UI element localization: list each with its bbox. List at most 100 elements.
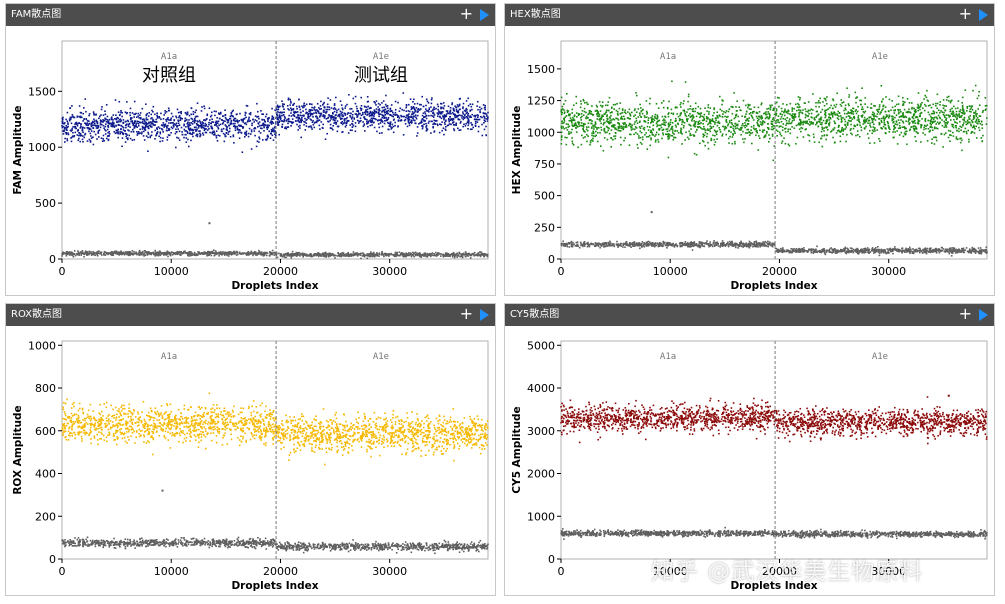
data-point [298,106,301,108]
data-point [607,126,609,129]
data-point [367,122,370,124]
data-point [656,121,658,123]
data-point [603,129,605,132]
data-point [736,123,739,126]
data-point [981,124,983,126]
data-point [66,253,69,255]
data-point [671,125,674,128]
data-point [419,253,421,256]
data-point [214,250,217,252]
data-point [638,135,640,137]
data-point [379,113,382,115]
data-point [66,251,68,254]
data-point [215,251,217,253]
data-point [689,125,692,127]
data-point [750,126,753,128]
data-point [622,122,624,124]
data-point [782,117,784,120]
data-point [149,124,152,126]
data-point [675,106,677,108]
data-point [346,116,348,119]
data-point [112,254,115,256]
data-point [195,126,197,129]
data-point [463,123,465,125]
data-point [718,122,720,124]
data-point [675,119,677,122]
data-point [217,134,219,137]
data-point [68,251,71,253]
data-point [82,112,84,115]
data-point [164,123,167,125]
data-point [742,99,745,102]
data-point [245,253,248,255]
data-point [133,116,135,118]
data-point [200,110,203,112]
data-point [234,126,237,128]
data-point [596,140,599,143]
data-point [106,115,109,118]
data-point [287,126,290,128]
data-point [395,255,397,257]
data-point [156,117,159,119]
data-point [879,113,881,115]
data-point [176,126,178,128]
data-point [290,125,292,127]
plus-icon[interactable]: + [958,4,972,23]
data-point [172,122,174,124]
data-point [591,139,593,141]
data-point [765,116,768,119]
data-point [143,250,146,252]
data-point [333,119,336,122]
data-point [66,120,69,122]
data-point [222,120,225,122]
data-point [240,118,243,121]
data-point [90,123,93,125]
data-point [128,250,131,253]
data-point [318,119,321,121]
data-point [346,103,348,106]
data-point [398,251,401,253]
data-point [696,128,698,131]
data-point [441,253,444,256]
play-icon[interactable] [480,9,489,21]
data-point [682,126,685,129]
data-point [585,117,587,120]
data-point [649,131,652,133]
data-point [93,112,95,115]
data-point [222,251,224,253]
data-point [654,135,656,137]
data-point [334,257,336,259]
data-point [336,120,339,122]
data-point [892,131,894,133]
data-point [465,100,468,102]
data-point [168,109,170,112]
data-point [763,135,766,137]
data-point [338,115,341,118]
data-point [245,134,247,136]
data-point [166,139,169,141]
data-point [262,255,265,257]
data-point [255,145,258,148]
data-point [698,120,701,122]
data-point [584,102,586,104]
plus-icon[interactable]: + [459,4,473,23]
data-point [442,127,445,129]
data-point [705,120,708,122]
data-point [891,100,893,102]
data-point [261,253,263,256]
data-point [393,255,395,257]
data-point [311,128,313,130]
data-point [476,114,479,116]
play-icon[interactable] [979,9,988,21]
data-point [263,251,265,254]
data-point [757,120,759,122]
data-point [697,122,700,125]
data-point [933,116,936,119]
data-point [92,136,94,138]
data-point [144,120,146,123]
data-point [248,113,251,115]
data-point [286,105,289,107]
data-point [178,124,181,126]
data-point [174,123,176,126]
data-point [339,114,341,117]
